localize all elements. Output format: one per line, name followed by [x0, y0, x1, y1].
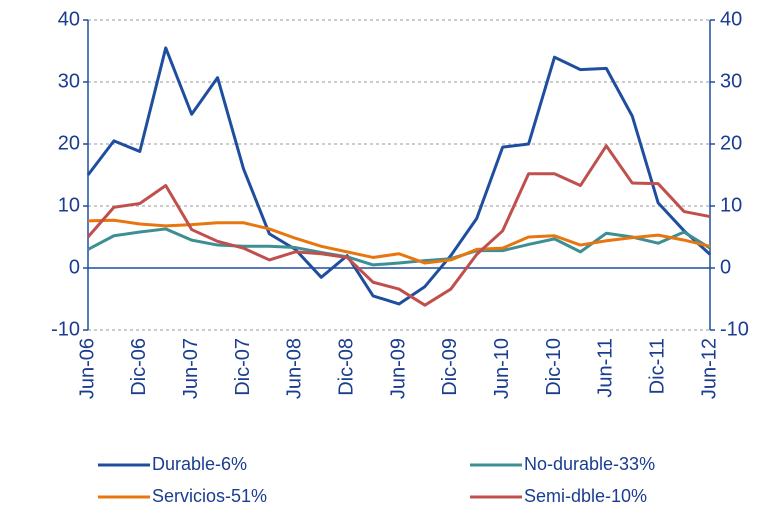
- legend-label: Durable-6%: [152, 454, 247, 474]
- x-tick-label: Jun-08: [284, 338, 306, 399]
- series-line: [87, 227, 711, 267]
- y2-tick-label: 30: [720, 70, 742, 92]
- x-tick-label: Jun-10: [491, 338, 513, 399]
- x-tick-label: Jun-09: [387, 338, 409, 399]
- y2-tick-label: 10: [720, 194, 742, 216]
- x-tick-label: Jun-12: [698, 338, 720, 399]
- y2-tick-label: 40: [720, 8, 742, 30]
- y-tick-label: 10: [58, 194, 80, 216]
- legend-label: Servicios-51%: [152, 486, 267, 506]
- y-tick-label: -10: [51, 318, 80, 340]
- x-tick-label: Dic-09: [439, 338, 461, 396]
- legend-label: No-durable-33%: [524, 454, 655, 474]
- x-tick-label: Jun-07: [180, 338, 202, 399]
- series-line: [86, 144, 711, 307]
- x-tick-label: Dic-10: [543, 338, 565, 396]
- y-tick-label: 40: [58, 8, 80, 30]
- x-tick-label: Jun-06: [76, 338, 98, 399]
- y2-tick-label: 20: [720, 132, 742, 154]
- x-tick-label: Dic-07: [232, 338, 254, 396]
- x-tick-label: Jun-11: [595, 338, 617, 398]
- series-line: [86, 46, 712, 306]
- y2-tick-label: -10: [720, 318, 749, 340]
- x-tick-label: Dic-06: [128, 338, 150, 396]
- series-line: [87, 218, 711, 265]
- x-tick-label: Dic-08: [335, 338, 357, 396]
- y-tick-label: 30: [58, 70, 80, 92]
- y2-tick-label: 0: [720, 256, 731, 278]
- y-tick-label: 0: [69, 256, 80, 278]
- x-tick-label: Dic-11: [646, 338, 668, 394]
- legend-label: Semi-dble-10%: [524, 486, 647, 506]
- y-tick-label: 20: [58, 132, 80, 154]
